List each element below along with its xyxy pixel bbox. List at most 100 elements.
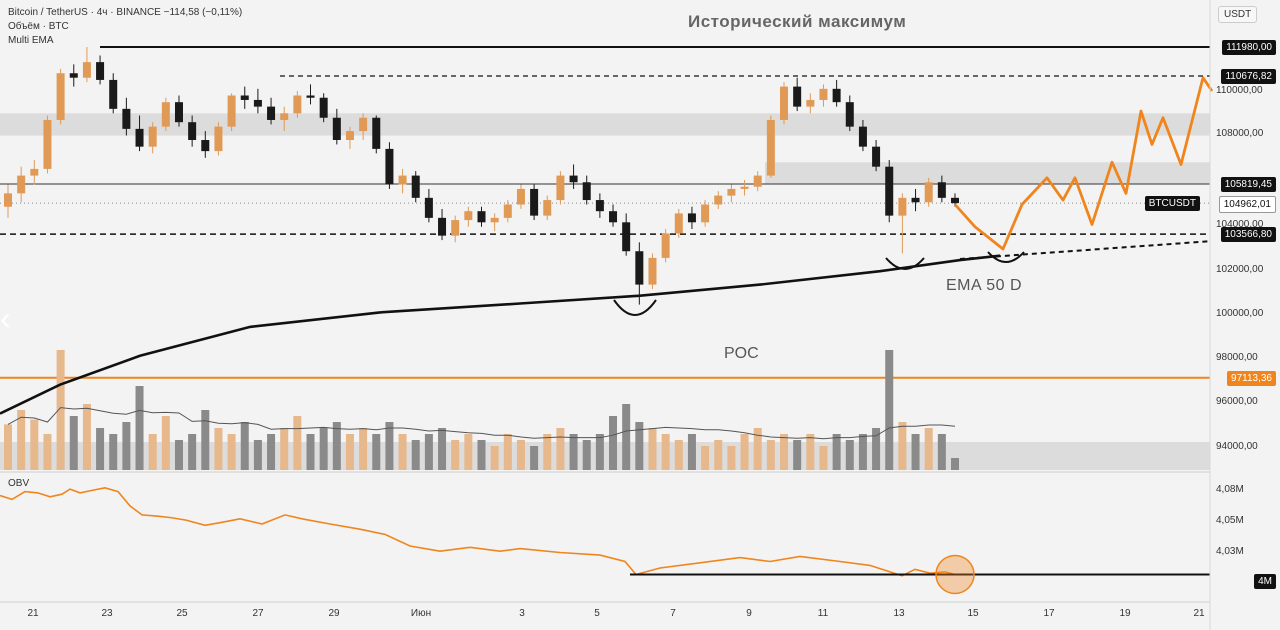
ath-title: Исторический максимум (688, 12, 907, 31)
scale-tick: 98000,00 (1216, 352, 1258, 363)
candle-body (595, 200, 604, 212)
symbol-line: Bitcoin / TetherUS · 4ч · BINANCE −114,5… (8, 7, 243, 18)
candle-body (424, 197, 433, 218)
volume-bar (280, 428, 289, 470)
x-axis-label: 13 (893, 608, 905, 619)
volume-bar (806, 434, 815, 470)
volume-bar (543, 434, 552, 470)
candle-body (543, 200, 552, 216)
x-axis-label: 3 (519, 608, 525, 619)
volume-bar (595, 434, 604, 470)
ema-line: Multi EMA (8, 35, 54, 46)
x-axis-label: 5 (594, 608, 600, 619)
candle-body (924, 182, 933, 203)
volume-bar (227, 434, 236, 470)
volume-bar (69, 416, 78, 470)
volume-bar (503, 434, 512, 470)
volume-bar (4, 424, 12, 470)
volume-bar (148, 434, 157, 470)
candle-body (793, 86, 802, 107)
volume-bar (122, 422, 131, 470)
candle-body (477, 211, 486, 223)
candle-body (951, 197, 959, 204)
candle-body (727, 188, 736, 196)
symbol-price-tag: BTCUSDT (1144, 196, 1200, 211)
candle-body (674, 213, 683, 234)
candle-body (464, 211, 473, 221)
candle-body (635, 251, 644, 285)
volume-bar (490, 446, 499, 470)
volume-bar (753, 428, 762, 470)
candle-body (858, 126, 867, 147)
forecast-line (953, 76, 1214, 251)
volume-bar (622, 404, 631, 470)
scale-tick: 100000,00 (1216, 308, 1264, 319)
volume-bar (188, 434, 197, 470)
candle-body (648, 257, 657, 285)
volume-bar (345, 434, 354, 470)
support-arc (613, 299, 657, 316)
volume-bar (780, 434, 789, 470)
candle-body (306, 95, 315, 98)
candle-body (240, 95, 249, 100)
volume-bar (267, 434, 276, 470)
x-axis-label: 29 (328, 608, 340, 619)
obv-level-label: 4M (1254, 574, 1276, 589)
candle-body (622, 222, 631, 252)
candle-body (69, 73, 78, 78)
price-zone (0, 113, 1210, 136)
volume-bar (43, 434, 52, 470)
volume-bar (819, 446, 828, 470)
candle-body (753, 175, 762, 187)
candle-body (740, 186, 749, 189)
volume-bar (109, 434, 118, 470)
candle-body (701, 204, 710, 223)
volume-bar (398, 434, 407, 470)
volume-bar (609, 416, 618, 470)
scale-tick: 96000,00 (1216, 396, 1258, 407)
volume-bar (569, 434, 578, 470)
candle-body (503, 204, 512, 218)
volume-bar (714, 440, 723, 470)
candle-body (819, 88, 828, 100)
candle-body (398, 175, 407, 185)
volume-bar (451, 440, 460, 470)
support-arcs (613, 251, 1025, 316)
volume-bar (214, 428, 223, 470)
candle-body (451, 220, 460, 236)
x-axis-label: 21 (27, 608, 39, 619)
candle-body (766, 119, 775, 176)
candle-body (411, 175, 420, 198)
x-axis-label: 7 (670, 608, 676, 619)
x-axis-label: 25 (176, 608, 188, 619)
candle-body (109, 79, 118, 109)
ema-50d-line (0, 240, 1211, 415)
x-axis-label: 19 (1119, 608, 1131, 619)
candle-body (438, 217, 447, 236)
ath-price-label: 111980,00 (1222, 40, 1276, 55)
obv-scale-tick: 4,05M (1216, 515, 1244, 526)
candle-body (780, 86, 789, 120)
volume-line: Объём · BTC (8, 21, 69, 32)
candle-body (530, 188, 539, 216)
volume-bar (951, 458, 959, 470)
volume-bar (832, 434, 841, 470)
obv-scale-tick: 4,03M (1216, 546, 1244, 557)
volume-bar (424, 434, 433, 470)
candle-body (345, 131, 354, 140)
currency-button[interactable]: USDT (1218, 6, 1258, 23)
candle-body (293, 95, 302, 114)
candle-body (372, 117, 381, 149)
candle-body (188, 122, 197, 140)
volume-bar (872, 428, 881, 470)
volume-bar (30, 419, 39, 470)
price-zone (765, 162, 1210, 185)
support-price-label: 103566,80 (1220, 227, 1276, 242)
volume-bar (793, 440, 802, 470)
candle-body (385, 148, 394, 185)
x-axis-label: Июн (410, 608, 432, 619)
volume-bar (661, 434, 670, 470)
candle-body (609, 211, 618, 223)
chevron-left-icon[interactable]: ‹ (0, 300, 11, 336)
